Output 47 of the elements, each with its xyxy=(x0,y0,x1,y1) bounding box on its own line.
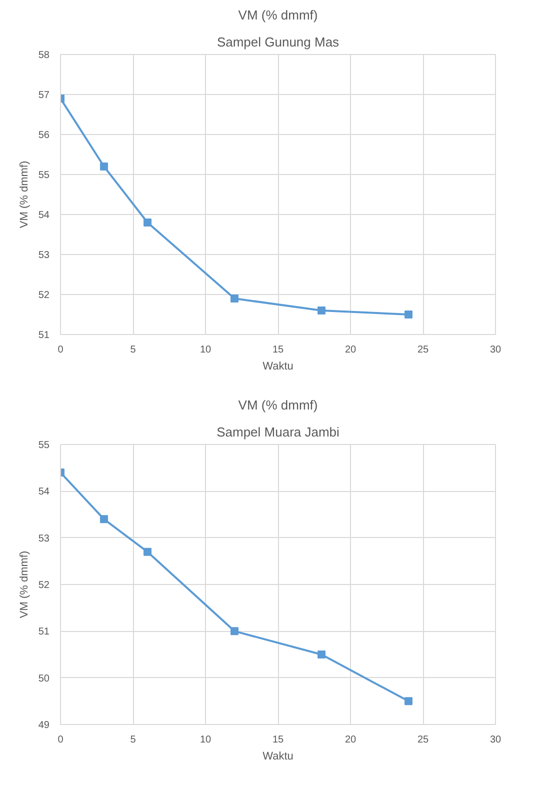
x-tick-label: 5 xyxy=(130,344,136,356)
chart-subtitle: Sampel Muara Jambi xyxy=(216,424,340,440)
chart-subtitle: Sampel Gunung Mas xyxy=(216,34,340,50)
y-tick-label: 49 xyxy=(38,720,50,731)
point xyxy=(144,218,152,226)
x-tick-label: 20 xyxy=(344,344,356,356)
x-tick-label: 15 xyxy=(272,734,284,746)
y-tick-label: 52 xyxy=(38,290,50,301)
point xyxy=(404,697,412,706)
point xyxy=(230,294,238,302)
x-tick-label: 25 xyxy=(417,734,429,746)
chart-title: VM (% dmmf) xyxy=(238,398,318,412)
x-tick-label: 25 xyxy=(417,344,429,356)
x-tick-label: 30 xyxy=(490,344,502,356)
x-axis-title: Waktu xyxy=(262,750,294,762)
y-tick-label: 54 xyxy=(38,486,50,498)
x-tick-label: 15 xyxy=(272,344,284,356)
y-tick-label: 57 xyxy=(38,90,50,101)
point xyxy=(318,306,326,314)
point xyxy=(144,548,152,556)
point xyxy=(318,650,326,658)
x-axis-title: Waktu xyxy=(262,360,294,372)
x-tick-label: 0 xyxy=(58,734,64,746)
y-tick-label: 53 xyxy=(38,250,50,261)
point xyxy=(100,162,108,170)
x-tick-label: 10 xyxy=(200,344,212,356)
y-tick-label: 51 xyxy=(38,626,50,638)
point xyxy=(230,627,238,636)
y-tick-label: 56 xyxy=(38,130,50,141)
y-tick-label: 52 xyxy=(38,580,50,591)
x-tick-label: 30 xyxy=(490,734,502,746)
point xyxy=(404,310,412,318)
y-tick-label: 55 xyxy=(38,170,50,181)
y-tick-label: 53 xyxy=(38,533,50,544)
y-tick-label: 58 xyxy=(38,50,50,61)
point xyxy=(100,515,108,524)
y-axis-title: VM (% dmmf) xyxy=(18,160,30,228)
x-tick-label: 5 xyxy=(130,734,136,746)
x-tick-label: 0 xyxy=(58,344,64,356)
y-tick-label: 51 xyxy=(38,330,50,341)
chart-title: VM (% dmmf) xyxy=(238,8,318,22)
y-axis-title: VM (% dmmf) xyxy=(18,550,30,618)
x-tick-label: 20 xyxy=(344,734,356,746)
y-tick-label: 55 xyxy=(38,440,50,451)
y-tick-label: 54 xyxy=(38,210,50,221)
y-tick-label: 50 xyxy=(38,673,50,684)
x-tick-label: 10 xyxy=(200,734,212,746)
